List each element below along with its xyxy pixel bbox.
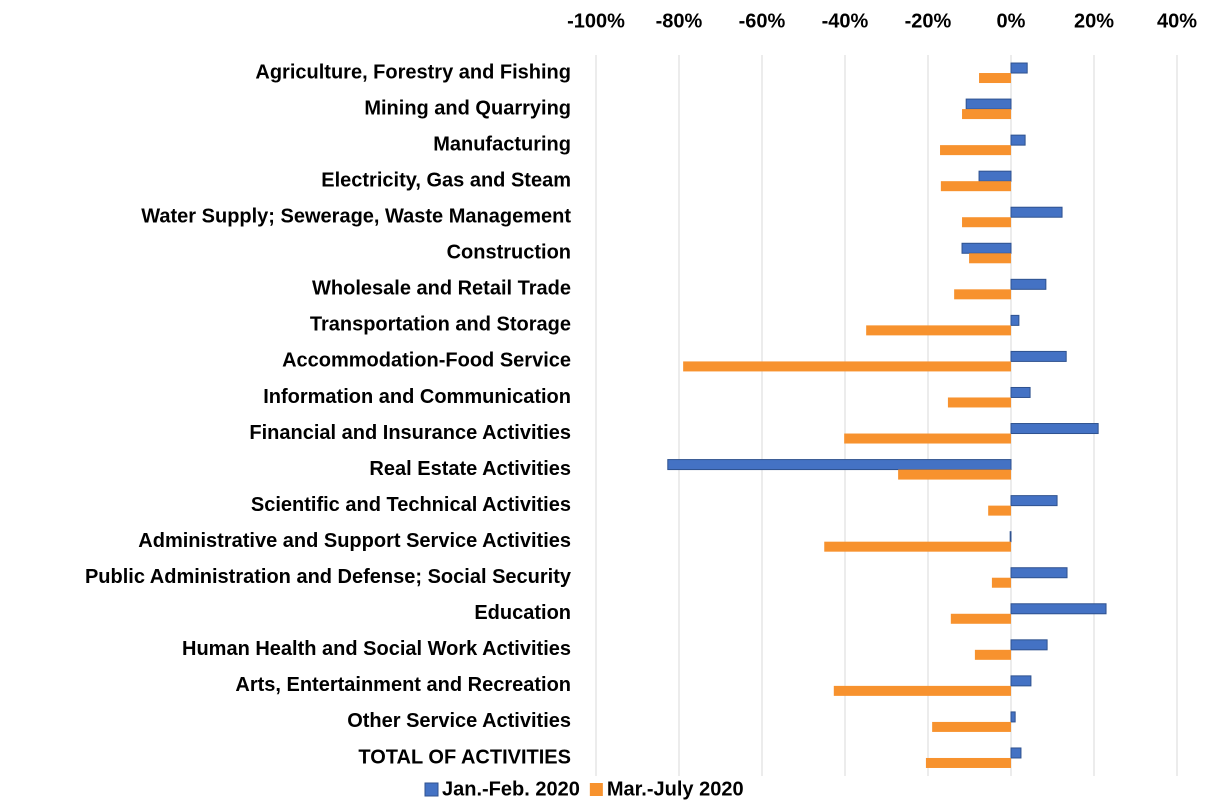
bar [1010, 314, 1020, 326]
category-label: Mining and Quarrying [364, 97, 571, 119]
category-label: Public Administration and Defense; Socia… [85, 566, 572, 588]
bar [844, 433, 1011, 444]
category-label: TOTAL OF ACTIVITIES [358, 746, 571, 768]
legend-swatch [424, 782, 439, 797]
bar [1010, 747, 1022, 759]
bar [866, 325, 1011, 336]
bar [1010, 350, 1067, 362]
bar [898, 469, 1011, 480]
x-tick-label: -60% [739, 10, 786, 32]
bar [1010, 134, 1026, 146]
category-label: Arts, Entertainment and Recreation [235, 674, 571, 696]
bar [1010, 423, 1099, 435]
bar [1009, 531, 1012, 543]
x-tick-label: -100% [567, 10, 625, 32]
x-tick-label: -20% [905, 10, 952, 32]
bar [683, 361, 1011, 372]
x-tick-label: 40% [1157, 10, 1197, 32]
bar [969, 253, 1011, 264]
x-tick-label: 0% [997, 10, 1026, 32]
category-label: Education [474, 602, 571, 624]
bar [1010, 278, 1047, 290]
category-label: Information and Communication [263, 386, 571, 408]
bar [988, 505, 1011, 516]
category-label: Transportation and Storage [310, 314, 571, 336]
legend-label: Mar.-July 2020 [607, 778, 744, 800]
bar [1010, 675, 1032, 687]
bar [1010, 386, 1031, 398]
bar [974, 649, 1011, 660]
bar [962, 109, 1011, 120]
category-label: Other Service Activities [347, 710, 571, 732]
category-label: Scientific and Technical Activities [251, 494, 571, 516]
category-label: Electricity, Gas and Steam [321, 169, 571, 191]
legend-label: Jan.-Feb. 2020 [442, 778, 580, 800]
x-tick-label: -40% [822, 10, 869, 32]
bar [932, 721, 1011, 732]
bar [961, 242, 1012, 254]
legend-swatch [589, 783, 603, 796]
bar [978, 170, 1012, 182]
bar [925, 757, 1011, 768]
bar [954, 289, 1011, 300]
bar [950, 613, 1011, 624]
bar [979, 73, 1011, 84]
bar [962, 217, 1011, 228]
category-label: Financial and Insurance Activities [249, 422, 571, 444]
bar [1010, 62, 1028, 74]
bar [1010, 639, 1048, 651]
category-label: Human Health and Social Work Activities [182, 638, 571, 660]
bar [940, 181, 1011, 192]
category-label: Agriculture, Forestry and Fishing [255, 61, 571, 83]
bar [947, 397, 1011, 408]
category-label: Real Estate Activities [369, 458, 571, 480]
category-label: Construction [447, 242, 571, 264]
bar [1010, 495, 1058, 507]
bar [667, 459, 1012, 471]
bar [965, 98, 1012, 110]
x-tick-label: 20% [1074, 10, 1114, 32]
bar [824, 541, 1011, 552]
bar [1010, 206, 1063, 218]
category-label: Manufacturing [433, 133, 571, 155]
bar [1010, 567, 1068, 579]
category-label: Water Supply; Sewerage, Waste Management [141, 206, 571, 228]
x-tick-label: -80% [656, 10, 703, 32]
bar [833, 685, 1011, 696]
category-label: Administrative and Support Service Activ… [138, 530, 571, 552]
bar [1010, 711, 1016, 723]
bar [991, 577, 1011, 588]
bar [940, 145, 1011, 156]
bar [1010, 603, 1107, 615]
category-label: Wholesale and Retail Trade [312, 278, 571, 300]
category-label: Accommodation-Food Service [282, 350, 571, 372]
